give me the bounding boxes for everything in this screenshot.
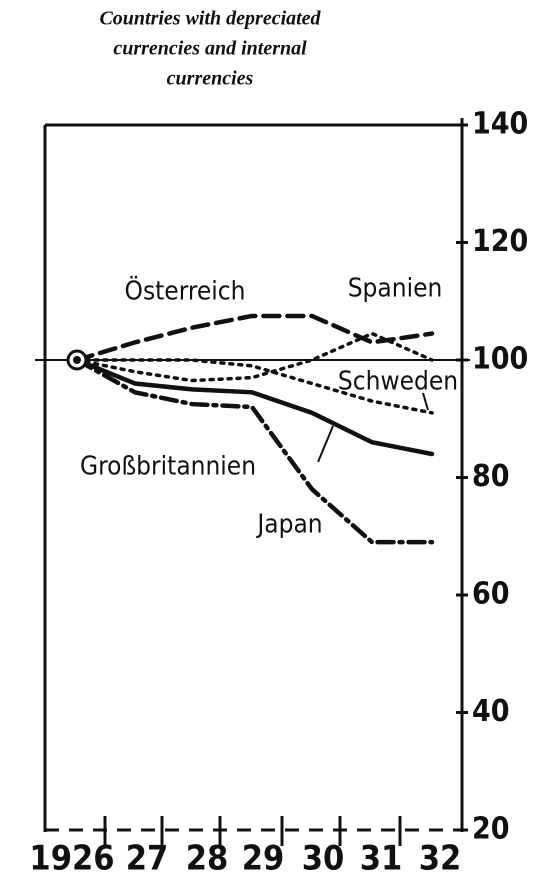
pointer — [317, 425, 334, 463]
y-tick-label: 100 — [472, 342, 528, 377]
y-tick-label: 20 — [472, 812, 510, 847]
y-tick-label: 40 — [472, 694, 510, 729]
series-label: Schweden — [338, 367, 458, 397]
series-label: Großbritannien — [80, 452, 256, 482]
x-tick-label: 27 — [126, 839, 169, 879]
x-tick-label: 32 — [419, 839, 462, 879]
series-line — [74, 357, 435, 457]
series-label: Spanien — [348, 274, 443, 304]
series-line — [74, 357, 435, 545]
x-tick-label: 31 — [360, 839, 403, 879]
x-tick-label: 29 — [242, 839, 285, 879]
x-tick-label: 28 — [186, 839, 229, 879]
series-line — [74, 313, 435, 363]
pointer — [422, 392, 429, 411]
series-label: Österreich — [125, 275, 246, 307]
y-tick-label: 80 — [472, 459, 510, 494]
y-tick-label: 120 — [472, 224, 528, 259]
chart-title: currencies — [167, 68, 254, 90]
x-separators — [103, 816, 402, 846]
chart-title: currencies and internal — [113, 38, 307, 60]
series-line — [75, 358, 434, 415]
chart-title: Countries with depreciated — [99, 8, 321, 30]
series-label: Japan — [255, 510, 322, 540]
x-tick-label: 1926 — [29, 839, 114, 879]
x-tick-label: 30 — [302, 839, 345, 879]
origin-marker — [73, 356, 81, 364]
series-line — [75, 331, 434, 383]
y-tick-label: 60 — [472, 577, 510, 612]
y-tick-label: 140 — [472, 107, 528, 142]
